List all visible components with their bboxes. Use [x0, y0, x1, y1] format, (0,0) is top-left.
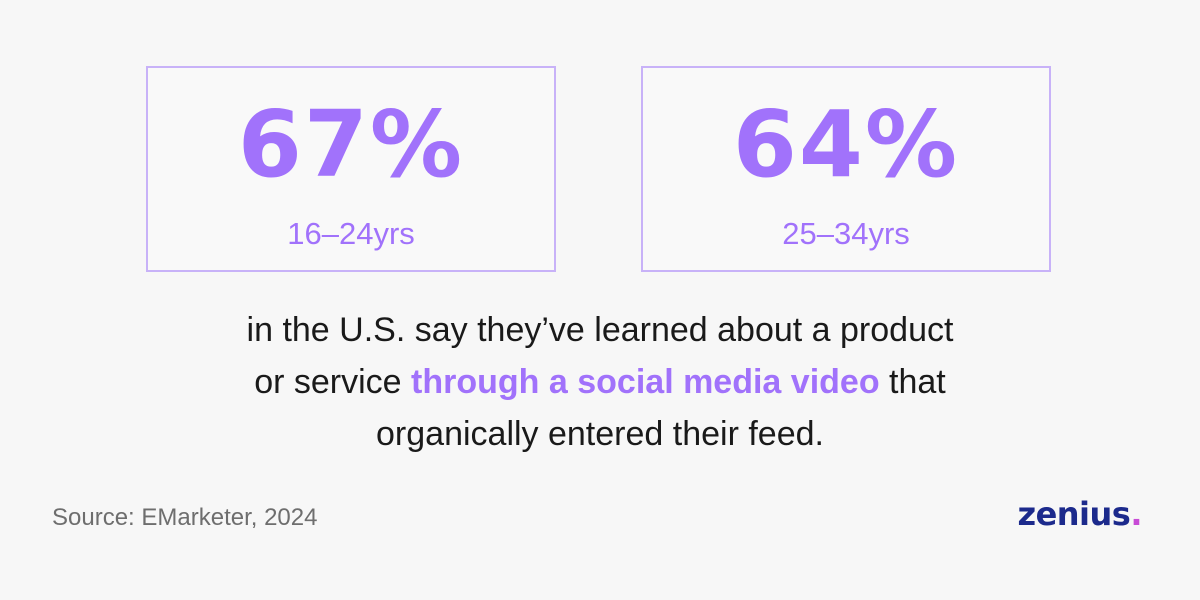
statement-line-2: or service through a social media video … [100, 356, 1100, 408]
stat-label: 25–34yrs [782, 216, 910, 251]
brand-name: zenius [1017, 495, 1131, 533]
statement-line-2-end: that [879, 363, 946, 401]
brand-dot: . [1130, 495, 1142, 533]
stat-value: 67% [237, 91, 465, 198]
statement-line-1: in the U.S. say they’ve learned about a … [246, 311, 954, 349]
statement-line-3: organically entered their feed. [376, 415, 824, 453]
statement-line-2-start: or service [254, 363, 412, 401]
brand-logo: zenius. [1017, 494, 1142, 534]
statement-highlight: through a social media video [411, 363, 880, 401]
stat-value: 64% [732, 91, 960, 198]
stat-card-25-34: 64% 25–34yrs [641, 66, 1051, 272]
statement-text: in the U.S. say they’ve learned about a … [100, 304, 1100, 460]
stat-card-16-24: 67% 16–24yrs [146, 66, 556, 272]
source-citation: Source: EMarketer, 2024 [52, 504, 318, 531]
stat-label: 16–24yrs [287, 216, 415, 251]
